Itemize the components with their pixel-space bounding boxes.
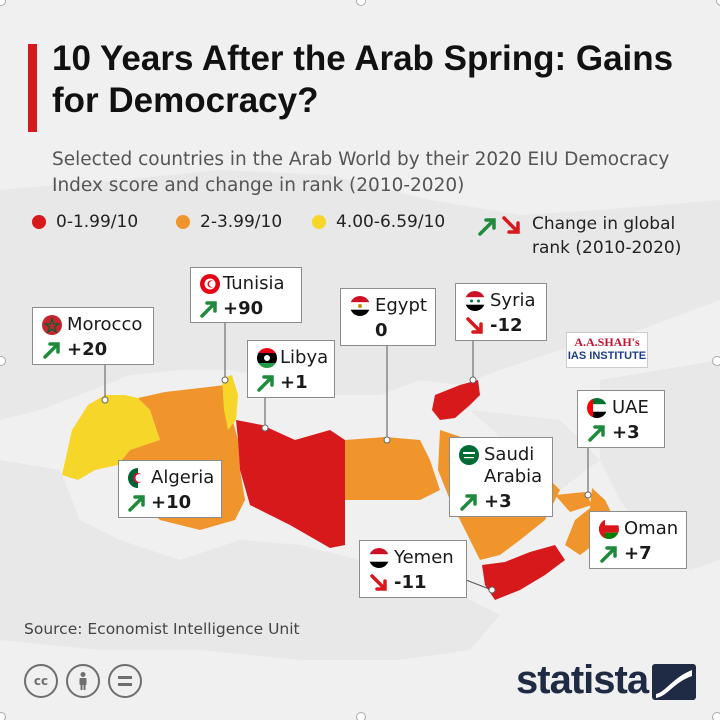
frame-handle[interactable]: [356, 712, 366, 720]
up-arrow-icon: [128, 495, 145, 512]
country-name: Tunisia: [223, 273, 285, 294]
callout-algeria: Algeria +10: [118, 460, 222, 518]
frame-handle[interactable]: [0, 356, 6, 366]
title-accent-bar: [28, 44, 37, 132]
rank-change: 0: [375, 320, 388, 341]
legend-change-label: Change in global rank (2010-2020): [532, 214, 682, 258]
uae-region: [555, 492, 592, 512]
up-arrow-icon: [460, 494, 477, 511]
libya-flag-icon: [257, 348, 277, 368]
legend-item-orange: 2-3.99/10: [176, 212, 282, 232]
yellow-dot-icon: [312, 215, 326, 229]
country-name: Egypt: [375, 295, 427, 316]
yemen-flag-icon: [369, 548, 389, 568]
legend-item-red: 0-1.99/10: [32, 212, 138, 232]
frame-handle[interactable]: [356, 0, 366, 6]
watermark-line2: IAS INSTITUTE: [567, 350, 647, 362]
creative-commons-icon[interactable]: cc: [24, 664, 58, 698]
yemen-region: [482, 545, 565, 600]
license-icons: cc: [24, 664, 142, 698]
source-note: Source: Economist Intelligence Unit: [24, 620, 300, 638]
country-name: Oman: [624, 518, 679, 539]
page-title: 10 Years After the Arab Spring: Gains fo…: [52, 39, 674, 120]
callout-saudi-arabia: Saudi Arabia +3: [449, 437, 553, 517]
attribution-icon[interactable]: [66, 664, 100, 698]
callout-morocco: Morocco +20: [32, 307, 154, 365]
legend-label: 4.00-6.59/10: [336, 212, 446, 232]
legend-item-change: Change in global rank (2010-2020): [476, 212, 712, 260]
up-down-arrows-icon: [478, 216, 520, 236]
callout-syria: Syria -12: [455, 283, 547, 341]
callout-yemen: Yemen -11: [359, 540, 467, 598]
country-name: Morocco: [67, 314, 143, 335]
watermark-line1: A.A.SHAH's: [574, 335, 640, 349]
frame-handle[interactable]: [0, 0, 6, 6]
saudi-flag-icon: [459, 445, 479, 465]
frame-handle[interactable]: [716, 0, 720, 6]
rank-change: +3: [484, 491, 512, 512]
rank-change: +90: [223, 298, 264, 319]
libya-region: [236, 420, 345, 548]
uae-flag-icon: [587, 398, 607, 418]
oman-flag-icon: [599, 519, 619, 539]
rank-change: +10: [151, 492, 192, 513]
rank-change: +1: [280, 372, 308, 393]
syria-region: [432, 380, 480, 420]
callout-oman: Oman +7: [589, 511, 687, 569]
leader-lines: [104, 322, 589, 591]
up-arrow-icon: [257, 375, 274, 392]
rank-change: +20: [67, 339, 108, 360]
algeria-flag-icon: [128, 468, 148, 488]
frame-handle[interactable]: [0, 712, 6, 720]
watermark-logo: A.A.SHAH's IAS INSTITUTE: [566, 332, 648, 368]
country-name: UAE: [612, 397, 649, 418]
tunisia-flag-icon: [200, 274, 220, 294]
legend-item-yellow: 4.00-6.59/10: [312, 212, 445, 232]
down-arrow-icon: [370, 574, 387, 591]
country-name: Libya: [280, 347, 329, 368]
frame-handle[interactable]: [712, 712, 720, 720]
no-derivatives-icon[interactable]: [108, 664, 142, 698]
rank-change: -11: [394, 572, 427, 593]
legend-label: 2-3.99/10: [200, 212, 283, 232]
legend-label: 0-1.99/10: [56, 212, 139, 232]
callout-tunisia: Tunisia +90: [190, 267, 302, 323]
red-dot-icon: [32, 215, 46, 229]
up-arrow-icon: [200, 301, 217, 318]
page-subtitle: Selected countries in the Arab World by …: [52, 149, 670, 196]
country-name: Saudi Arabia: [484, 444, 543, 487]
frame-handle[interactable]: [712, 356, 720, 366]
rank-change: -12: [490, 315, 523, 336]
egypt-flag-icon: [350, 296, 370, 316]
callout-uae: UAE +3: [577, 390, 665, 448]
up-arrow-icon: [588, 425, 605, 442]
rank-change: +7: [624, 543, 652, 564]
callout-libya: Libya +1: [247, 340, 335, 398]
tunisia-region: [222, 375, 238, 430]
rank-change: +3: [612, 422, 640, 443]
legend: 0-1.99/10 2-3.99/10 4.00-6.59/10 Change …: [32, 212, 712, 262]
country-name: Algeria: [151, 467, 215, 488]
egypt-region: [345, 437, 440, 500]
up-arrow-icon: [600, 546, 617, 563]
orange-dot-icon: [176, 215, 190, 229]
syria-flag-icon: [465, 291, 485, 311]
morocco-flag-icon: [42, 315, 62, 335]
morocco-region: [62, 395, 160, 480]
up-arrow-icon: [43, 342, 60, 359]
country-name: Syria: [490, 290, 536, 311]
country-name: Yemen: [394, 547, 454, 568]
africa-land: [0, 460, 500, 660]
down-arrow-icon: [466, 317, 483, 334]
statista-wordmark[interactable]: statista: [516, 658, 649, 702]
callout-egypt: Egypt 0: [340, 288, 436, 346]
statista-logo-icon: [652, 664, 696, 700]
